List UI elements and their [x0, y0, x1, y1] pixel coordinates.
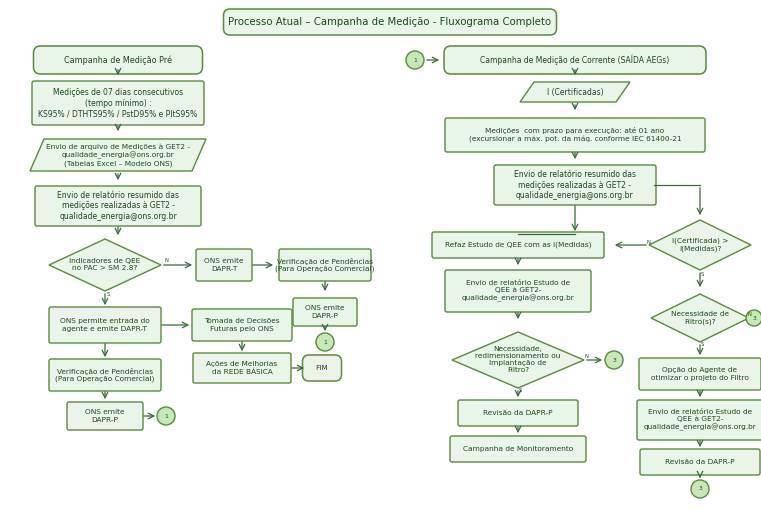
- FancyBboxPatch shape: [432, 232, 604, 258]
- Text: Tomada de Decisões
Futuras pelo ONS: Tomada de Decisões Futuras pelo ONS: [204, 319, 280, 332]
- Text: Refaz Estudo de QEE com as I(Medidas): Refaz Estudo de QEE com as I(Medidas): [444, 242, 591, 248]
- Text: Envio de relatório resumido das
medições realizadas à GET2 -
qualidade_energia@o: Envio de relatório resumido das medições…: [57, 191, 179, 221]
- FancyBboxPatch shape: [192, 309, 292, 341]
- Polygon shape: [452, 332, 584, 388]
- FancyBboxPatch shape: [444, 46, 706, 74]
- Text: S: S: [700, 271, 704, 277]
- Text: Medições  com prazo para execução: até 01 ano
(excursionar a máx. pot. da máq. c: Medições com prazo para execução: até 01…: [469, 127, 681, 143]
- Text: ONS emite
DAPR-P: ONS emite DAPR-P: [305, 305, 345, 319]
- Polygon shape: [30, 139, 206, 171]
- Text: Processo Atual – Campanha de Medição - Fluxograma Completo: Processo Atual – Campanha de Medição - F…: [228, 17, 552, 27]
- Text: Envio de relatório Estudo de
QEE à GET2-
qualidade_energia@ons.org.br: Envio de relatório Estudo de QEE à GET2-…: [462, 280, 575, 302]
- Text: Verificação de Pendências
(Para Operação Comercial): Verificação de Pendências (Para Operação…: [275, 258, 374, 272]
- Text: 1: 1: [413, 58, 417, 63]
- FancyBboxPatch shape: [32, 81, 204, 125]
- Text: Medições de 07 dias consecutivos
(tempo mínimo) :
KS95% / DTHTS95% / PstD95% e P: Medições de 07 dias consecutivos (tempo …: [38, 88, 198, 118]
- Text: Indicadores de QEE
no PAC > SM 2.8?: Indicadores de QEE no PAC > SM 2.8?: [69, 258, 141, 271]
- FancyBboxPatch shape: [196, 249, 252, 281]
- FancyBboxPatch shape: [450, 436, 586, 462]
- FancyBboxPatch shape: [640, 449, 760, 475]
- Text: Necessidade,
redimensionamento ou
Implantação de
Filtro?: Necessidade, redimensionamento ou Implan…: [476, 347, 561, 373]
- Polygon shape: [651, 294, 749, 342]
- Text: N: N: [584, 355, 588, 359]
- FancyBboxPatch shape: [303, 355, 342, 381]
- Text: 3: 3: [752, 315, 756, 321]
- Circle shape: [316, 333, 334, 351]
- FancyBboxPatch shape: [279, 249, 371, 281]
- Text: Revisão da DAPR-P: Revisão da DAPR-P: [665, 459, 735, 465]
- Text: FIM: FIM: [316, 365, 329, 371]
- Text: Envio de relatório resumido das
medições realizadas à GET2 -
qualidade_energia@o: Envio de relatório resumido das medições…: [514, 170, 636, 200]
- Text: Envio de relatório Estudo de
QEE à GET2-
qualidade_energia@ons.org.br: Envio de relatório Estudo de QEE à GET2-…: [644, 408, 756, 431]
- Circle shape: [605, 351, 623, 369]
- Circle shape: [746, 310, 761, 326]
- FancyBboxPatch shape: [637, 400, 761, 440]
- FancyBboxPatch shape: [494, 165, 656, 205]
- FancyBboxPatch shape: [49, 307, 161, 343]
- Text: S: S: [518, 388, 522, 392]
- FancyBboxPatch shape: [293, 298, 357, 326]
- Text: N: N: [164, 258, 168, 264]
- Text: Envio de arquivo de Medições à GET2 -
qualidade_energia@ons.org.br
(Tabelas Exce: Envio de arquivo de Medições à GET2 - qu…: [46, 143, 190, 167]
- Polygon shape: [520, 82, 630, 102]
- Text: N: N: [646, 240, 650, 244]
- Text: Campanha de Medição Pré: Campanha de Medição Pré: [64, 55, 172, 65]
- FancyBboxPatch shape: [445, 270, 591, 312]
- Text: Opção do Agente de
otimizar o projeto do Filtro: Opção do Agente de otimizar o projeto do…: [651, 367, 749, 381]
- Text: 1: 1: [164, 414, 168, 418]
- Text: Verificação de Pendências
(Para Operação Comercial): Verificação de Pendências (Para Operação…: [56, 368, 154, 382]
- Polygon shape: [49, 239, 161, 291]
- Text: ONS emite
DAPR-P: ONS emite DAPR-P: [85, 410, 125, 423]
- FancyBboxPatch shape: [458, 400, 578, 426]
- Text: Campanha de Medição de Corrente (SAÍDA AEGs): Campanha de Medição de Corrente (SAÍDA A…: [480, 55, 670, 65]
- Text: S: S: [107, 292, 110, 298]
- FancyBboxPatch shape: [49, 359, 161, 391]
- Circle shape: [157, 407, 175, 425]
- Circle shape: [406, 51, 424, 69]
- FancyBboxPatch shape: [224, 9, 556, 35]
- Text: 1: 1: [323, 339, 327, 345]
- Text: Ações de Melhorias
da REDE BÁSICA: Ações de Melhorias da REDE BÁSICA: [206, 361, 278, 375]
- Text: N: N: [747, 313, 751, 317]
- Circle shape: [691, 480, 709, 498]
- Text: I (Certificadas): I (Certificadas): [546, 87, 603, 97]
- Text: S: S: [700, 343, 704, 347]
- Text: 3: 3: [698, 486, 702, 492]
- FancyBboxPatch shape: [67, 402, 143, 430]
- Text: Necessidade de
Filtro(s)?: Necessidade de Filtro(s)?: [671, 311, 729, 325]
- Text: ONS emite
DAPR-T: ONS emite DAPR-T: [204, 258, 244, 271]
- FancyBboxPatch shape: [33, 46, 202, 74]
- Text: Revisão da DAPR-P: Revisão da DAPR-P: [483, 410, 552, 416]
- Text: Campanha de Monitoramento: Campanha de Monitoramento: [463, 446, 573, 452]
- FancyBboxPatch shape: [445, 118, 705, 152]
- Polygon shape: [649, 220, 751, 270]
- Text: ONS permite entrada do
agente e emite DAPR-T: ONS permite entrada do agente e emite DA…: [60, 319, 150, 332]
- Text: 3: 3: [612, 358, 616, 362]
- FancyBboxPatch shape: [35, 186, 201, 226]
- Text: I(Certificada) >
I(Medidas)?: I(Certificada) > I(Medidas)?: [672, 238, 728, 252]
- FancyBboxPatch shape: [193, 353, 291, 383]
- FancyBboxPatch shape: [639, 358, 761, 390]
